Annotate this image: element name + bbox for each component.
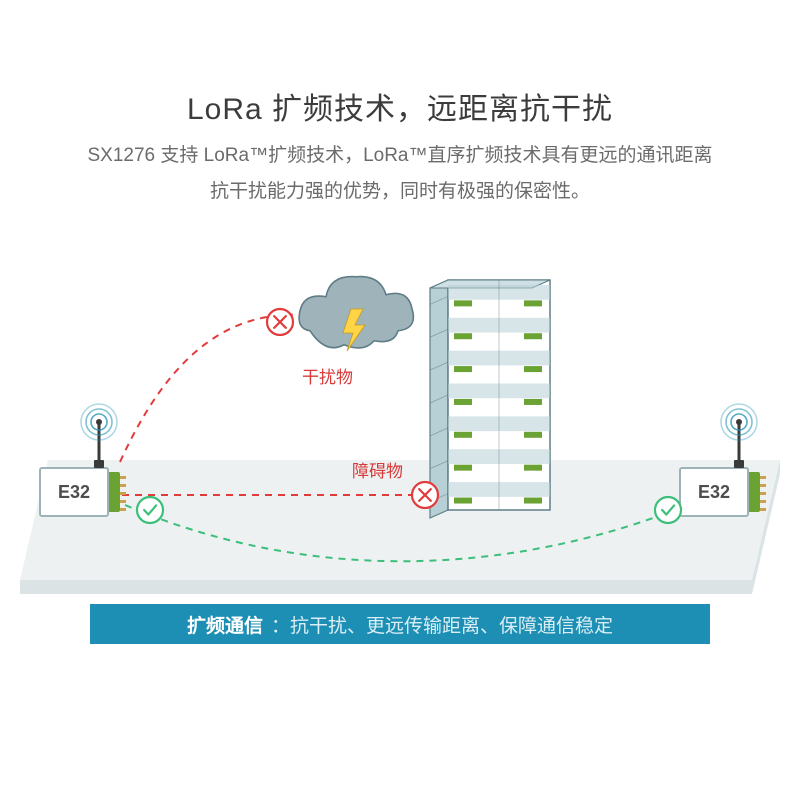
- diagram-stage: LoRa 扩频技术，远距离抗干扰 SX1276 支持 LoRa™扩频技术，LoR…: [0, 0, 800, 800]
- svg-text:E32: E32: [58, 482, 90, 502]
- obstacle-label: 障碍物: [352, 457, 403, 482]
- scene-svg: E32 E32: [0, 0, 800, 800]
- footer-label: 扩频通信: [187, 611, 263, 638]
- footer-bar: 扩频通信 ：抗干扰、更远传输距离、保障通信稳定: [90, 604, 710, 644]
- building: [430, 280, 550, 518]
- interference-label: 干扰物: [302, 363, 353, 388]
- svg-text:E32: E32: [698, 482, 730, 502]
- interference-cloud: [299, 277, 413, 351]
- footer-text: ：抗干扰、更远传输距离、保障通信稳定: [271, 611, 613, 638]
